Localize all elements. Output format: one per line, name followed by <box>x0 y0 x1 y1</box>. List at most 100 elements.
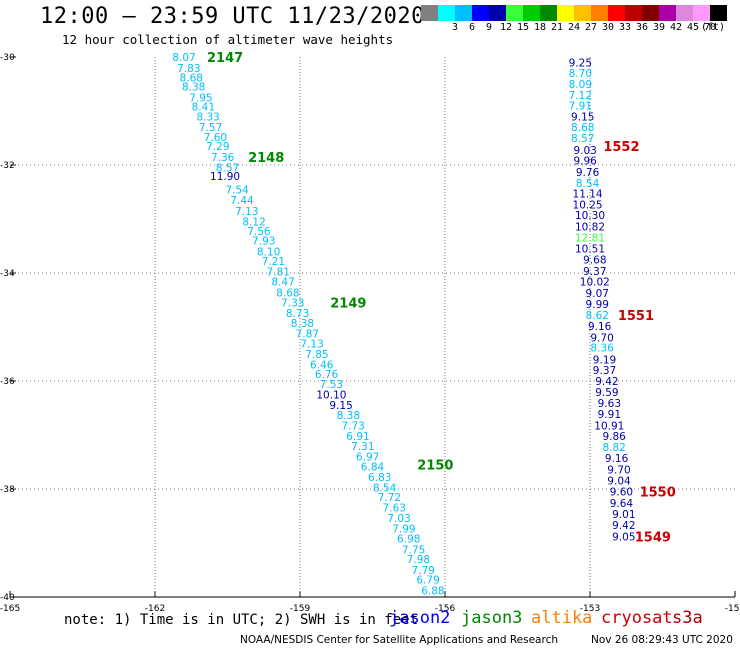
wave-height-value: 9.99 <box>586 299 609 311</box>
wave-height-value: 7.31 <box>351 441 374 453</box>
wave-height-value: 6.83 <box>368 472 391 484</box>
wave-height-value: 9.70 <box>590 332 613 344</box>
legend-swatch <box>472 5 489 21</box>
wave-height-value: 6.91 <box>346 431 369 443</box>
footnote: note: 1) Time is in UTC; 2) SWH is in fe… <box>64 612 419 628</box>
wave-height-value: 7.33 <box>281 298 304 310</box>
wave-height-value: 9.16 <box>588 321 612 333</box>
legend-swatch <box>676 5 693 21</box>
wave-height-value: 9.15 <box>329 400 352 412</box>
legend-swatch <box>591 5 608 21</box>
legend-label: 21 <box>550 22 564 33</box>
legend-swatch <box>625 5 642 21</box>
wave-height-value: 7.54 <box>225 184 249 196</box>
wave-height-value: 6.46 <box>310 359 334 371</box>
pass-number-label: 1551 <box>618 309 654 324</box>
y-tick-label: -34 <box>0 269 15 279</box>
satellite-label-jason3: jason3 <box>461 608 523 628</box>
wave-height-value: 10.82 <box>575 222 605 234</box>
wave-height-value: 6.84 <box>361 461 385 473</box>
pass-number-label: 2148 <box>248 151 284 166</box>
wave-height-value: 7.83 <box>177 63 200 75</box>
wave-height-value: 7.93 <box>252 236 275 248</box>
satellite-label-altika: altika <box>531 608 593 628</box>
wave-height-value: 7.95 <box>189 93 212 105</box>
wave-height-value: 7.53 <box>320 379 343 391</box>
satellite-label-s3a: s3a <box>672 608 703 628</box>
wave-height-value: 6.76 <box>315 369 339 381</box>
wave-height-value: 9.63 <box>598 398 621 410</box>
wave-height-value: 9.03 <box>573 145 596 157</box>
wave-height-value: 7.91 <box>569 101 592 113</box>
wave-height-value: 7.03 <box>387 513 410 525</box>
wave-height-value: 8.07 <box>172 52 195 64</box>
wave-height-value: 6.79 <box>416 575 439 587</box>
pass-number-label: 2149 <box>330 297 366 312</box>
pass-number-label: 1549 <box>635 531 671 546</box>
wave-height-value: 9.07 <box>586 288 609 300</box>
legend-label: 15 <box>516 22 530 33</box>
wave-height-value: 7.12 <box>569 90 592 102</box>
wave-height-value: 9.64 <box>610 498 634 510</box>
wave-height-value: 8.38 <box>182 82 205 94</box>
generated-timestamp: Nov 26 08:29:43 UTC 2020 <box>591 634 733 646</box>
legend-label: 42 <box>669 22 683 33</box>
legend-swatch <box>693 5 710 21</box>
wave-height-value: 11.90 <box>210 171 240 183</box>
x-tick-label: -159 <box>290 604 311 614</box>
pass-number-label: 2147 <box>207 51 243 66</box>
legend-swatch <box>489 5 506 21</box>
pass-number-label: 2150 <box>417 459 453 474</box>
wave-height-value: 8.54 <box>576 178 600 190</box>
wave-height-value: 7.81 <box>267 266 290 278</box>
legend-label: 12 <box>499 22 513 33</box>
wave-height-value: 9.15 <box>571 111 594 123</box>
legend-swatch <box>421 5 438 21</box>
x-tick-label: -153 <box>580 604 600 614</box>
wave-height-value: 6.88 <box>421 586 444 598</box>
wave-height-value: 11.14 <box>573 189 603 201</box>
wave-height-value: 9.16 <box>605 453 629 465</box>
x-tick-label: -165 <box>0 604 20 614</box>
wave-height-value: 7.87 <box>296 328 319 340</box>
wave-height-value: 9.42 <box>595 376 618 388</box>
wave-height-value: 7.21 <box>262 256 285 268</box>
wave-height-value: 8.36 <box>590 343 614 355</box>
legend-label: 18 <box>533 22 547 33</box>
legend-swatch <box>642 5 659 21</box>
wave-height-value: 8.09 <box>569 79 592 91</box>
legend-swatch <box>710 5 727 21</box>
wave-height-value: 9.70 <box>607 465 630 477</box>
legend-label: 45 <box>686 22 700 33</box>
wave-height-value: 9.37 <box>593 365 616 377</box>
wave-height-value: 9.96 <box>573 156 597 168</box>
legend-label: 33 <box>618 22 632 33</box>
wave-height-value: 7.44 <box>230 195 254 207</box>
legend-swatch <box>659 5 676 21</box>
wave-height-value: 10.30 <box>575 210 605 222</box>
wave-height-value: 8.38 <box>337 410 360 422</box>
chart-subtitle: 12 hour collection of altimeter wave hei… <box>62 32 394 47</box>
legend-label: 3 <box>451 22 459 33</box>
legend-swatch <box>608 5 625 21</box>
legend-swatch <box>540 5 557 21</box>
wave-height-value: 8.70 <box>569 68 592 80</box>
wave-height-value: 8.57 <box>571 133 594 145</box>
wave-height-value: 9.60 <box>610 487 633 499</box>
y-tick-label: -32 <box>0 161 15 171</box>
wave-height-value: 7.72 <box>378 492 401 504</box>
legend-swatch <box>557 5 574 21</box>
legend-swatch <box>523 5 540 21</box>
wave-height-value: 7.13 <box>235 206 258 218</box>
wave-height-value: 7.56 <box>247 226 271 238</box>
wave-height-value: 8.33 <box>196 111 219 123</box>
wave-height-value: 7.29 <box>206 141 229 153</box>
credit-line: NOAA/NESDIS Center for Satellite Applica… <box>240 634 558 646</box>
legend-label: 30 <box>601 22 615 33</box>
wave-height-value: 9.76 <box>576 167 600 179</box>
wave-height-value: 8.10 <box>257 246 280 258</box>
wave-height-value: 7.57 <box>199 122 222 134</box>
wave-height-value: 6.97 <box>356 452 379 464</box>
pass-number-label: 1550 <box>640 486 676 501</box>
